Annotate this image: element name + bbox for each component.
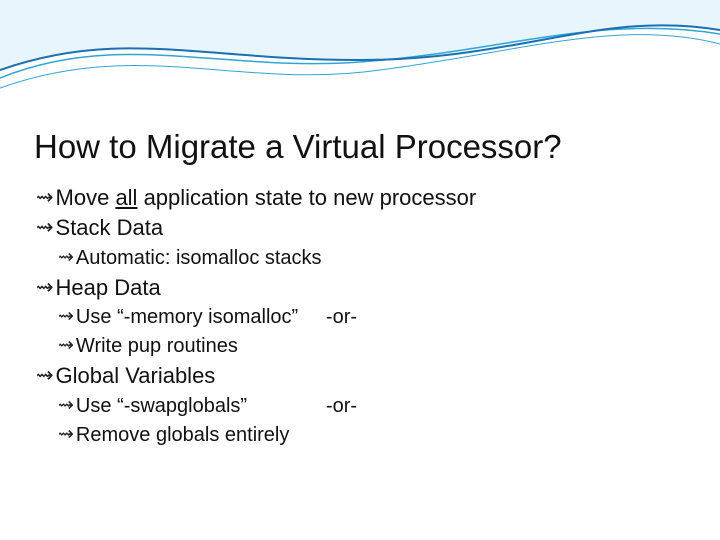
slide: How to Migrate a Virtual Processor? ⇝Mov… — [0, 0, 720, 540]
text: Write pup routines — [76, 335, 238, 357]
bullet-stack-data: ⇝Stack Data — [36, 215, 676, 241]
bullet-icon: ⇝ — [36, 363, 54, 388]
subbullet-swapglobals: ⇝Use “-swapglobals”-or- — [58, 394, 676, 419]
subbullet-remove-globals: ⇝Remove globals entirely — [58, 423, 676, 448]
bullet-icon: ⇝ — [58, 305, 74, 329]
text-underlined: all — [115, 185, 137, 210]
bullet-heap-data: ⇝Heap Data — [36, 275, 676, 301]
bullet-icon: ⇝ — [36, 185, 54, 210]
text: Move — [56, 185, 116, 210]
text: Use “-memory isomalloc” — [76, 305, 326, 330]
or-text: -or- — [326, 394, 376, 419]
text: Use “-swapglobals” — [76, 394, 326, 419]
bullet-global-vars: ⇝Global Variables — [36, 363, 676, 389]
bullet-icon: ⇝ — [58, 246, 74, 270]
bullet-icon: ⇝ — [58, 423, 74, 447]
text: application state to new processor — [137, 185, 476, 210]
bullet-icon: ⇝ — [36, 275, 54, 300]
subbullet-automatic: ⇝Automatic: isomalloc stacks — [58, 246, 676, 271]
or-text: -or- — [326, 305, 376, 330]
slide-title: How to Migrate a Virtual Processor? — [34, 128, 700, 166]
slide-body: ⇝Move all application state to new proce… — [36, 185, 676, 452]
text: Stack Data — [56, 215, 164, 240]
subbullet-pup: ⇝Write pup routines — [58, 334, 676, 359]
text: Global Variables — [56, 363, 216, 388]
bullet-icon: ⇝ — [36, 215, 54, 240]
text: Heap Data — [56, 275, 161, 300]
bullet-icon: ⇝ — [58, 334, 74, 358]
text: Remove globals entirely — [76, 424, 289, 446]
bullet-move-state: ⇝Move all application state to new proce… — [36, 185, 676, 211]
bullet-icon: ⇝ — [58, 394, 74, 418]
wave-decoration — [0, 0, 720, 110]
text: Automatic: isomalloc stacks — [76, 247, 322, 269]
subbullet-memory-isomalloc: ⇝Use “-memory isomalloc”-or- — [58, 305, 676, 330]
